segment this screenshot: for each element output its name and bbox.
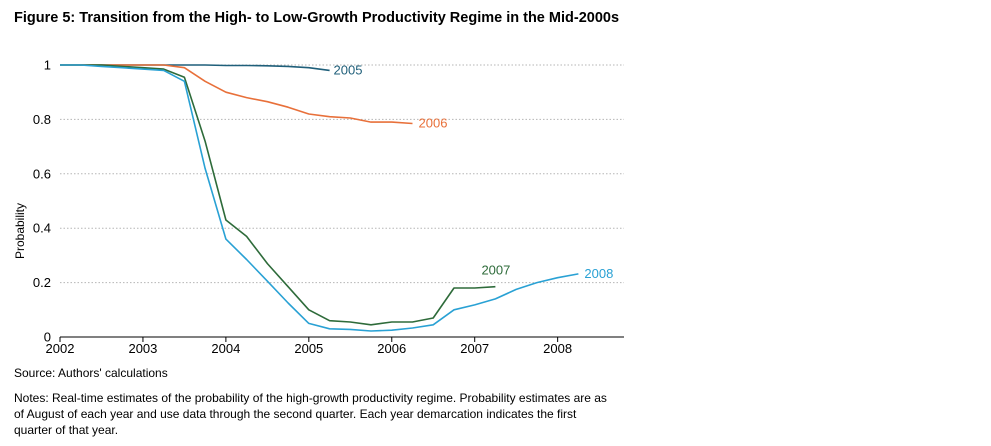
y-tick-label: 1	[44, 58, 51, 73]
x-tick-label: 2008	[543, 341, 572, 356]
series-label-2008: 2008	[584, 266, 613, 281]
series-line-2008	[60, 64, 579, 332]
series-lines	[60, 64, 579, 332]
x-tick-label: 2003	[128, 341, 157, 356]
series-label-2005: 2005	[334, 62, 363, 77]
x-tick-labels: 2002 2003 2004 2005 2006 2007 2008	[46, 337, 572, 356]
x-tick-label: 2002	[46, 341, 75, 356]
series-label-2007: 2007	[481, 263, 510, 278]
x-tick-label: 2007	[460, 341, 489, 356]
series-line-2006	[60, 64, 413, 125]
x-tick-label: 2005	[294, 341, 323, 356]
y-tick-label: 0	[44, 330, 51, 345]
grid-lines	[60, 64, 624, 284]
y-tick-labels: 0 0.2 0.4 0.6 0.8 1	[33, 58, 51, 345]
y-tick-label: 0.8	[33, 112, 51, 127]
y-tick-label: 0.4	[33, 221, 51, 236]
x-tick-label: 2004	[211, 341, 240, 356]
series-line-2007	[60, 64, 496, 326]
series-labels: 2005 2006 2007 2008	[334, 62, 614, 280]
series-label-2006: 2006	[419, 115, 448, 130]
y-tick-label: 0.2	[33, 275, 51, 290]
y-axis-label: Probability	[13, 203, 27, 259]
notes-text: Notes: Real-time estimates of the probab…	[14, 391, 607, 437]
figure-title: Figure 5: Transition from the High- to L…	[14, 10, 620, 26]
source-note: Source: Authors' calculations	[14, 366, 168, 380]
y-tick-label: 0.6	[33, 166, 51, 181]
x-tick-label: 2006	[377, 341, 406, 356]
